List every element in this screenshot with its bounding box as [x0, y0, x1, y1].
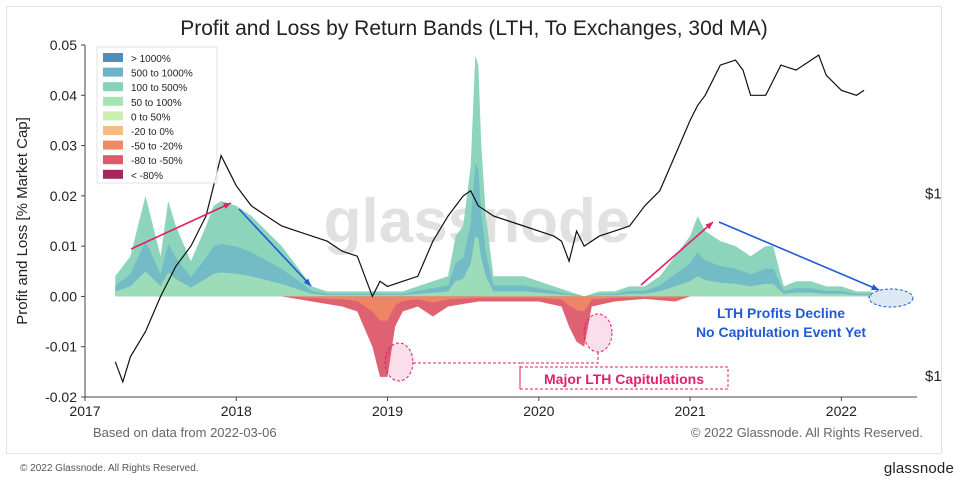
connector-2019: [413, 362, 521, 389]
arrow-rise-2020-head: [705, 222, 713, 230]
arrow-rise-2017: [130, 202, 232, 250]
y-tick-label: 0.04: [50, 87, 77, 103]
legend-swatch: [103, 111, 123, 121]
connector-2020: [520, 352, 599, 364]
x-tick-label: 2019: [372, 403, 403, 419]
capitulation-2019-marker: [384, 342, 414, 382]
chart-title: Profit and Loss by Return Bands (LTH, To…: [180, 17, 768, 40]
annotation-no-capitulation: No Capitulation Event Yet: [696, 324, 866, 340]
y-axis-label: Profit and Loss [% Market Cap]: [14, 117, 31, 325]
legend-label: 50 to 100%: [131, 98, 182, 109]
y-tick-label: -0.02: [45, 389, 77, 405]
legend-label: < -80%: [131, 171, 163, 182]
arrow-decline-2018: [238, 208, 312, 287]
arrow-rise-2020: [640, 221, 714, 286]
legend-label: -80 to -50%: [131, 156, 183, 167]
legend-swatch: [103, 82, 123, 92]
legend-swatch: [103, 169, 123, 179]
y2-tick-label: $1k: [925, 368, 941, 385]
legend-label: 500 to 1000%: [131, 69, 193, 80]
legend-swatch: [103, 126, 123, 135]
plot-copyright: © 2022 Glassnode. All Rights Reserved.: [691, 425, 923, 440]
legend-swatch: [103, 67, 123, 77]
y2-tick-label: $10k: [925, 185, 941, 202]
annotation-lth-profits: LTH Profits Decline: [717, 305, 845, 321]
y-tick-label: 0.02: [50, 188, 77, 204]
current-marker: [868, 288, 914, 308]
y-tick-label: 0.05: [50, 37, 77, 53]
legend-label: -50 to -20%: [131, 142, 183, 153]
glassnode-logo: glassnode: [883, 460, 954, 477]
y-tick-label: 0.01: [50, 238, 77, 254]
positive-area-500-1000: [115, 163, 872, 297]
chart-svg: Profit and Loss by Return Bands (LTH, To…: [14, 17, 941, 440]
capitulation-2020-marker: [583, 313, 613, 353]
y-tick-label: 0.00: [50, 288, 77, 304]
annotation-major-capitulations: Major LTH Capitulations: [544, 371, 704, 387]
legend-label: -20 to 0%: [131, 127, 174, 138]
price-line: [114, 54, 865, 384]
x-tick-label: 2020: [523, 403, 554, 419]
legend-swatch: [103, 96, 123, 106]
footer-copyright: © 2022 Glassnode. All Rights Reserved.: [20, 463, 199, 474]
x-tick-label: 2017: [69, 403, 100, 419]
x-tick-label: 2022: [826, 403, 857, 419]
legend-label: > 1000%: [131, 54, 171, 65]
positive-area-100-500: [115, 55, 872, 297]
legend-swatch: [103, 140, 123, 150]
arrow-rise-2017-head: [223, 203, 231, 209]
arrow-decline-2021-head: [871, 284, 879, 290]
x-tick-label: 2021: [675, 403, 706, 419]
positive-area-50-100: [115, 236, 872, 297]
source-note: Based on data from 2022-03-06: [93, 425, 277, 440]
legend-label: 100 to 500%: [131, 83, 187, 94]
legend-swatch: [103, 155, 123, 165]
legend-swatch: [103, 53, 123, 62]
y-tick-label: -0.01: [45, 339, 77, 355]
x-tick-label: 2018: [221, 403, 252, 419]
y-tick-label: 0.03: [50, 138, 77, 154]
arrow-decline-2018-head: [303, 278, 311, 286]
legend-label: 0 to 50%: [131, 112, 171, 123]
chart-card: Profit and Loss by Return Bands (LTH, To…: [6, 6, 942, 454]
arrow-decline-2021: [718, 221, 880, 291]
